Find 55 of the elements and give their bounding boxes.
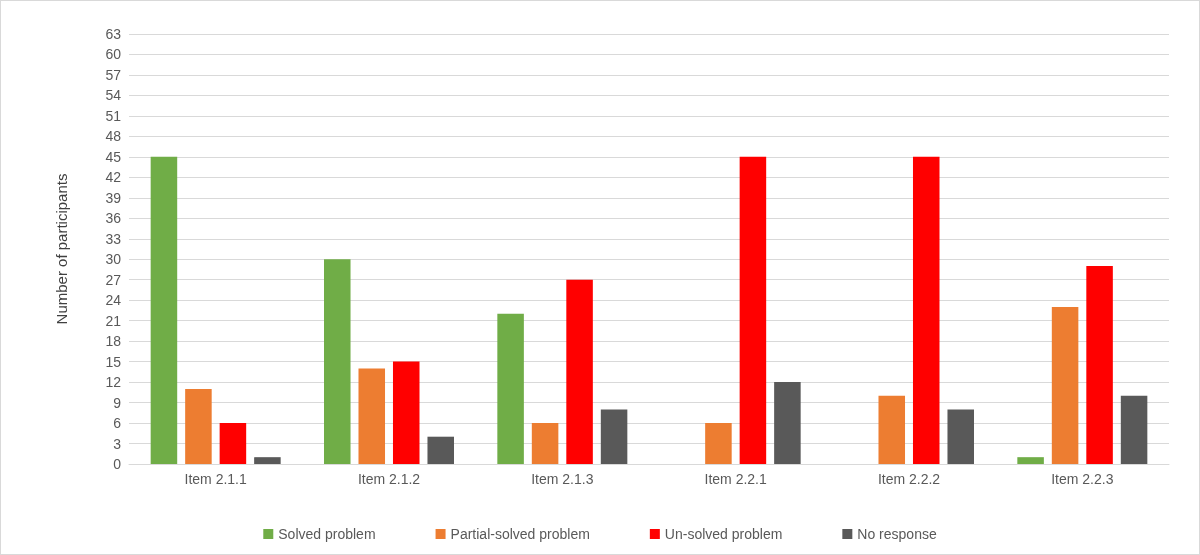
y-axis-title: Number of participants bbox=[53, 173, 70, 325]
y-tick-label: 63 bbox=[105, 26, 122, 42]
bar bbox=[392, 361, 420, 464]
x-tick-label: Item 2.1.1 bbox=[184, 471, 247, 487]
legend-label: Partial-solved problem bbox=[450, 526, 590, 542]
y-tick-label: 36 bbox=[105, 210, 122, 227]
x-tick-label: Item 2.2.2 bbox=[877, 471, 941, 487]
y-tick-label: 54 bbox=[105, 87, 122, 104]
y-tick-label: 6 bbox=[113, 415, 122, 432]
bar bbox=[254, 457, 281, 464]
bar bbox=[531, 423, 559, 464]
y-tick-label: 24 bbox=[105, 292, 122, 309]
y-tick-label: 12 bbox=[105, 374, 122, 391]
bar bbox=[912, 156, 940, 464]
x-tick-label: Item 2.2.3 bbox=[1051, 471, 1114, 487]
x-tick-label: Item 2.1.3 bbox=[531, 471, 594, 487]
legend-label: Solved problem bbox=[278, 526, 376, 542]
y-tick-label: 27 bbox=[105, 271, 122, 288]
bar bbox=[219, 423, 247, 464]
y-tick-label: 21 bbox=[105, 312, 122, 329]
legend-label: No response bbox=[857, 526, 937, 542]
y-tick-label: 18 bbox=[105, 333, 122, 350]
bar bbox=[739, 156, 767, 464]
y-tick-label: 9 bbox=[113, 394, 122, 411]
bar bbox=[1051, 307, 1079, 464]
y-tick-label: 51 bbox=[105, 107, 122, 124]
bar bbox=[1086, 266, 1113, 464]
y-tick-label: 15 bbox=[105, 353, 122, 370]
y-tick-label: 60 bbox=[105, 46, 122, 63]
bar bbox=[358, 368, 386, 464]
y-tick-label: 0 bbox=[113, 456, 122, 472]
y-tick-label: 3 bbox=[113, 435, 122, 452]
bar bbox=[150, 156, 178, 464]
bar bbox=[1120, 395, 1148, 464]
legend-label: Un-solved problem bbox=[664, 526, 783, 542]
x-tick-label: Item 2.1.2 bbox=[357, 471, 421, 487]
bar bbox=[1017, 457, 1044, 464]
x-tick-label: Item 2.2.1 bbox=[704, 471, 767, 487]
bar bbox=[566, 279, 593, 464]
y-tick-label: 45 bbox=[105, 148, 122, 165]
bar bbox=[324, 259, 351, 464]
bar bbox=[774, 382, 801, 464]
bar bbox=[185, 388, 212, 464]
bar bbox=[600, 409, 628, 464]
bar bbox=[705, 423, 732, 464]
y-tick-label: 39 bbox=[105, 189, 122, 206]
y-tick-label: 30 bbox=[105, 251, 122, 268]
bar bbox=[878, 395, 906, 464]
y-tick-label: 48 bbox=[105, 128, 122, 145]
bar bbox=[947, 409, 974, 464]
y-tick-label: 57 bbox=[105, 66, 122, 83]
y-tick-label: 33 bbox=[105, 230, 122, 247]
bar bbox=[497, 313, 524, 464]
bar bbox=[427, 436, 454, 464]
y-tick-label: 42 bbox=[105, 169, 122, 186]
